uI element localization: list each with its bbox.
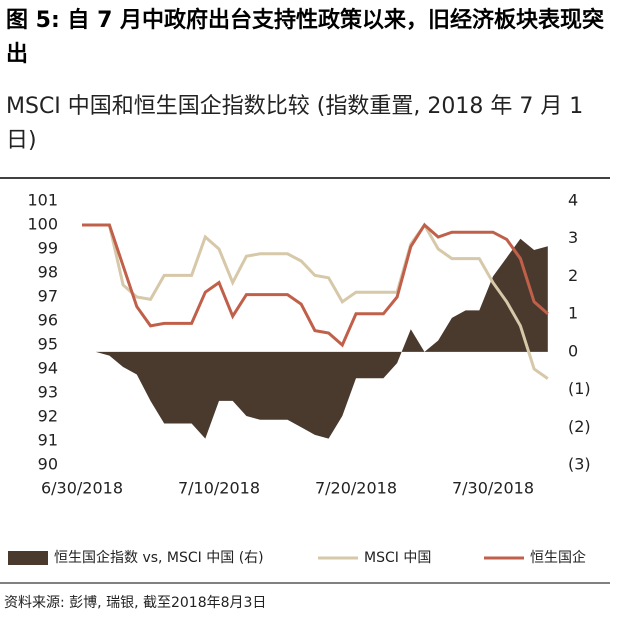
area: [82, 238, 548, 439]
legend-swatch: [8, 551, 48, 565]
y2-tick-label: 4: [568, 191, 578, 210]
x-tick-label: 7/20/2018: [315, 479, 397, 498]
y-tick-label: 95: [38, 335, 58, 354]
x-tick-label: 6/30/2018: [41, 479, 123, 498]
legend-label: 恒生国企: [530, 549, 586, 566]
y-tick-label: 98: [38, 263, 58, 282]
legend-label: 恒生国企指数 vs, MSCI 中国 (右): [54, 549, 264, 566]
y-tick-label: 93: [38, 383, 58, 402]
y-tick-label: 97: [38, 287, 58, 306]
y2-tick-label: 2: [568, 266, 578, 285]
y2-tick-label: 0: [568, 341, 578, 360]
chart-subtitle: MSCI 中国和恒生国企指数比较 (指数重置, 2018 年 7 月 1 日): [6, 94, 584, 153]
y-tick-label: 91: [38, 431, 58, 450]
y-tick-label: 99: [38, 239, 58, 258]
y-tick-label: 94: [38, 359, 58, 378]
line: [82, 222, 549, 380]
x-tick-label: 7/30/2018: [452, 479, 534, 498]
y-tick-label: 90: [38, 455, 58, 474]
y-tick-label: 100: [27, 215, 58, 234]
y-tick-label: 92: [38, 407, 58, 426]
y2-tick-label: 3: [568, 228, 578, 247]
source: 资料来源: 彭博, 瑞银, 截至2018年8月3日: [4, 594, 266, 611]
y2-tick-label: (3): [568, 455, 591, 474]
y2-tick-label: (2): [568, 417, 591, 436]
y2-tick-label: 1: [568, 304, 578, 323]
legend-label: MSCI 中国: [364, 550, 431, 566]
x-tick-label: 7/10/2018: [178, 479, 260, 498]
chart-title: 图 5: 自 7 月中政府出台支持性政策以来，旧经济板块表现突出: [6, 8, 605, 67]
y-tick-label: 101: [27, 191, 58, 210]
y-tick-label: 96: [38, 311, 58, 330]
y2-tick-label: (1): [568, 379, 591, 398]
line: [82, 222, 549, 348]
